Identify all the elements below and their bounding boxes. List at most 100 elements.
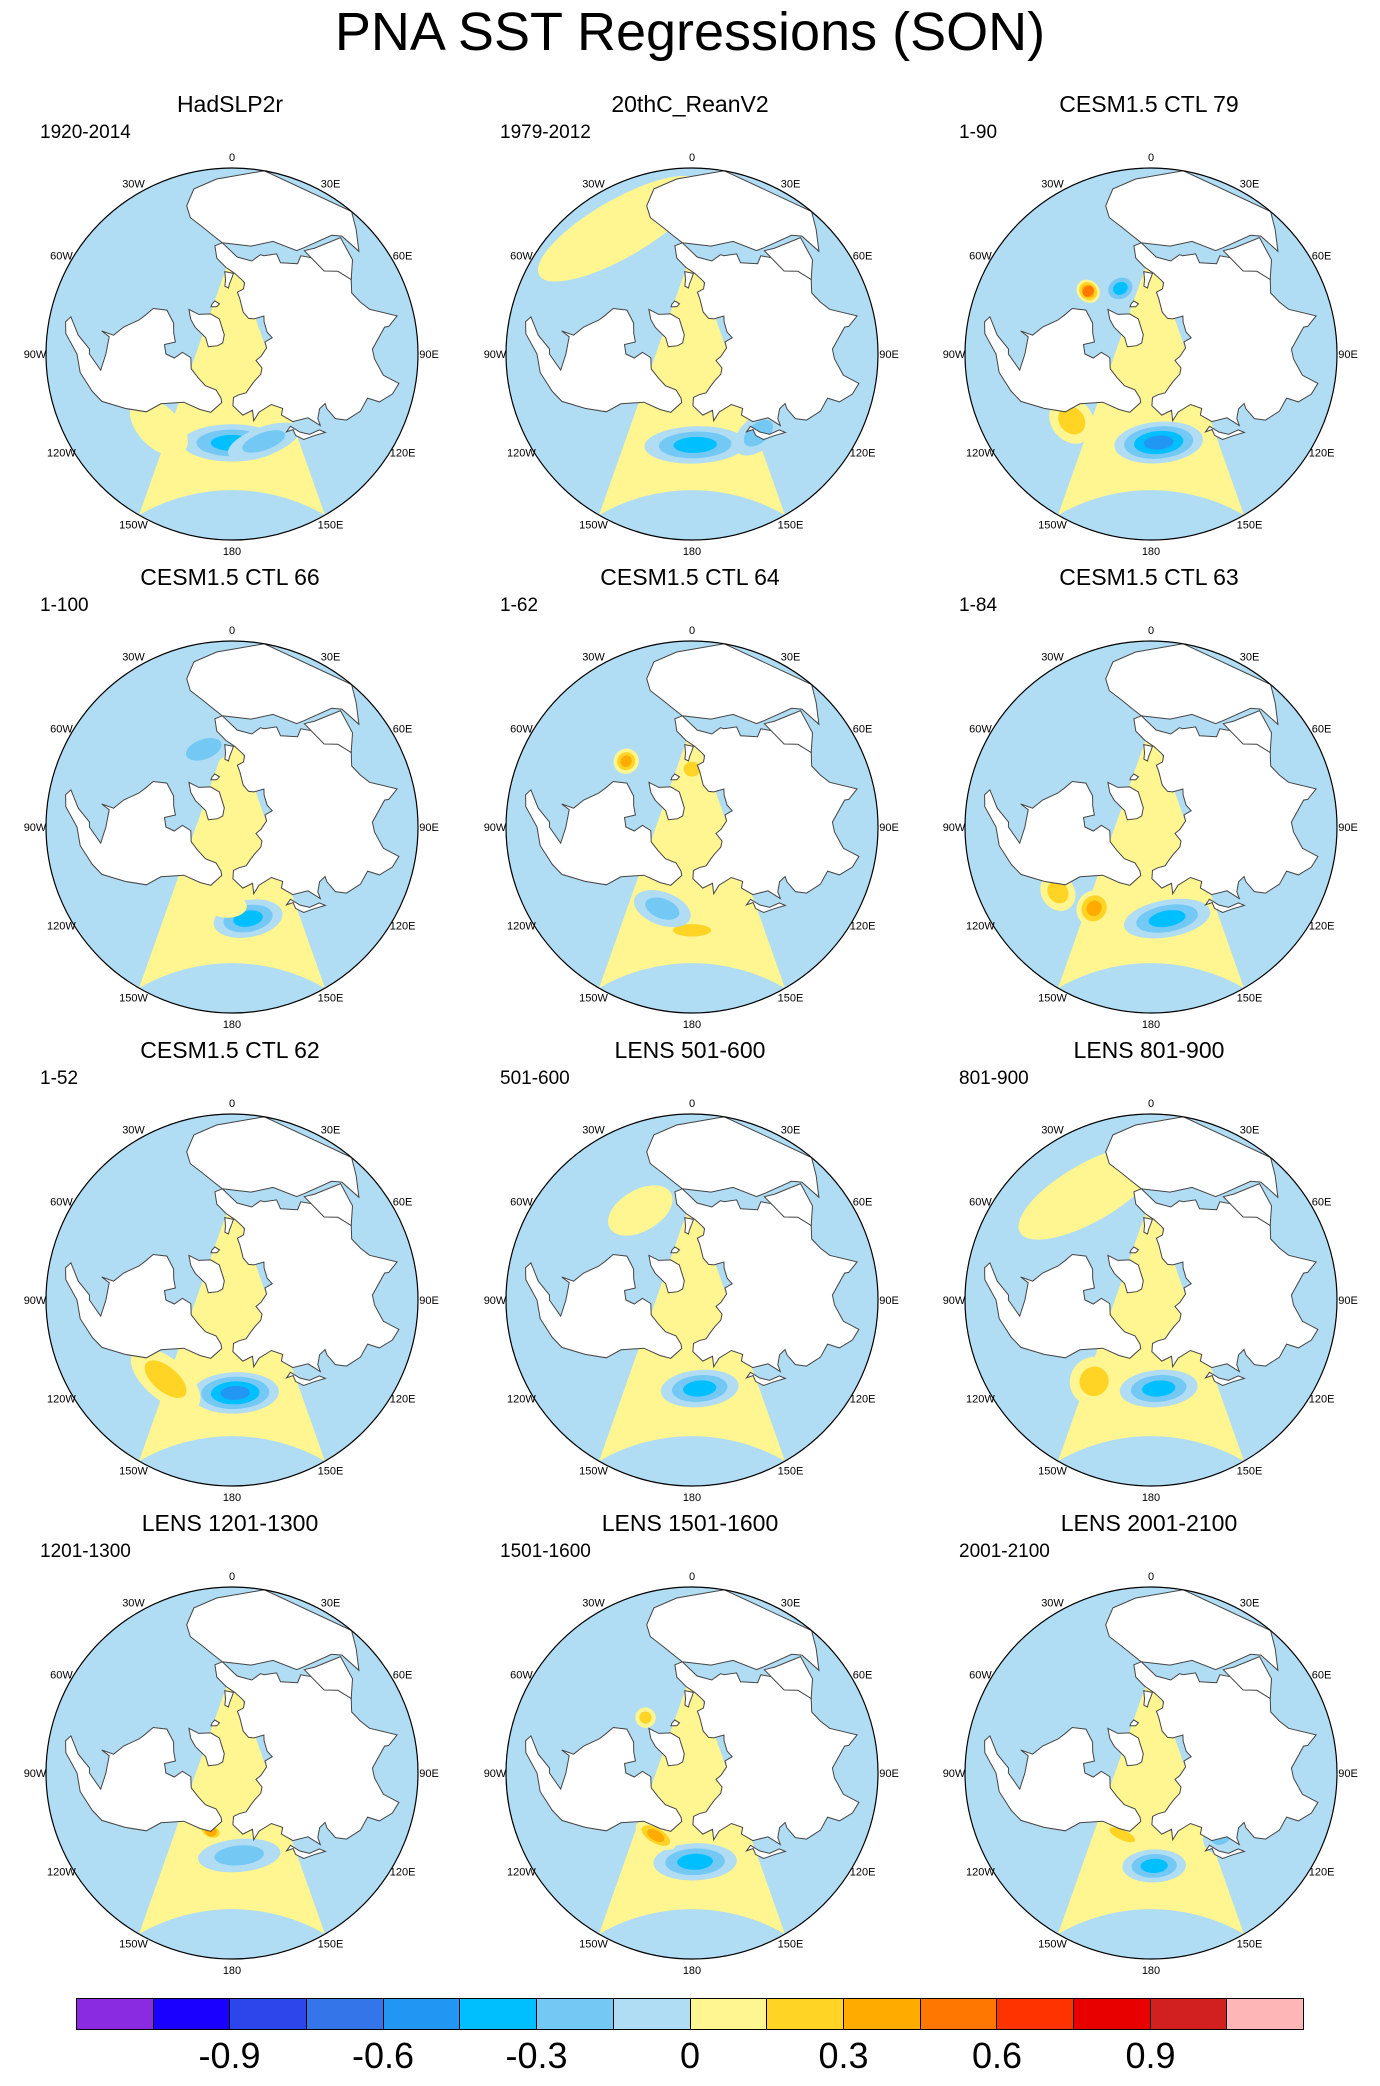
- anomaly-contour: [129, 398, 188, 457]
- panel-period: 2001-2100: [959, 1541, 1050, 1562]
- longitude-label: 120E: [850, 921, 876, 933]
- panel-title: LENS 1201-1300: [141, 1510, 319, 1536]
- panel-period: 1-84: [959, 595, 998, 616]
- longitude-label: 150W: [119, 993, 148, 1005]
- land-outline: [646, 170, 820, 253]
- longitude-label: 150E: [318, 520, 344, 532]
- colorbar-label: 0.3: [818, 2035, 869, 2076]
- longitude-label: 90W: [484, 349, 507, 361]
- panel-title: LENS 801-900: [1073, 1037, 1225, 1063]
- anomaly-contour: [203, 892, 247, 918]
- land-outline: [188, 1254, 225, 1294]
- longitude-label: 60W: [969, 724, 992, 736]
- longitude-label: 150W: [1038, 1939, 1067, 1951]
- colorbar-labels: -0.9 -0.6 -0.3 0 0.3 0.6 0.9: [76, 2032, 1304, 2082]
- longitude-label: 180: [683, 1965, 701, 1977]
- land-outline: [670, 773, 681, 781]
- longitude-label: 30E: [321, 1597, 341, 1609]
- longitude-label: 120E: [850, 448, 876, 460]
- longitude-label: 120W: [966, 1394, 995, 1406]
- land-outline: [763, 709, 814, 754]
- land-outline: [646, 643, 820, 726]
- land-outline: [648, 781, 685, 821]
- longitude-label: 120W: [966, 448, 995, 460]
- longitude-label: 180: [1142, 1965, 1160, 1977]
- longitude-label: 60E: [1312, 251, 1332, 263]
- land-outline: [303, 236, 354, 281]
- longitude-label: 180: [223, 1965, 241, 1977]
- positive-wash: [1058, 1670, 1244, 1935]
- longitude-label: 150E: [778, 520, 804, 532]
- land-outline: [984, 307, 1142, 413]
- land-outline: [1129, 773, 1140, 781]
- longitude-label: 60W: [50, 251, 73, 263]
- panel-period: 1920-2014: [40, 122, 131, 143]
- longitude-label: 30E: [781, 651, 801, 663]
- longitude-label: 60E: [393, 1197, 413, 1209]
- map-panel: HadSLP2r 180 150E 120E 90E 60E 30E 0 30W 60W 90W 12…: [0, 90, 460, 564]
- land-outline: [745, 1371, 787, 1387]
- land-outline: [984, 1726, 1142, 1832]
- panel-period: 1-52: [40, 1068, 79, 1089]
- longitude-label: 90E: [419, 1295, 439, 1307]
- colorbar-box: [1150, 1999, 1228, 2029]
- positive-wash: [139, 1670, 325, 1935]
- longitude-label: 0: [1148, 152, 1154, 164]
- longitude-label: 90W: [943, 1295, 966, 1307]
- land-outline: [646, 1589, 820, 1672]
- polar-map: 180 150E 120E 90E 60E 30E 0 30W 60W 90W 120W 150W: [484, 152, 899, 558]
- map-rim: [45, 167, 419, 541]
- longitude-label: 150W: [119, 520, 148, 532]
- colorbar-box: [383, 1999, 461, 2029]
- longitude-label: 30W: [582, 1597, 605, 1609]
- anomaly-contour: [96, 1672, 153, 1750]
- colorbar-box: [613, 1999, 691, 2029]
- land-outline: [1204, 898, 1246, 914]
- longitude-label: 180: [223, 1492, 241, 1504]
- land-outline: [1222, 1655, 1273, 1700]
- colorbar-box: [1073, 1999, 1151, 2029]
- land-outline: [1105, 1116, 1279, 1199]
- longitude-label: 60E: [1312, 1670, 1332, 1682]
- longitude-label: 120E: [850, 1394, 876, 1406]
- longitude-label: 150E: [1237, 993, 1263, 1005]
- panel-period: 1-100: [40, 595, 89, 616]
- longitude-label: 90W: [484, 1295, 507, 1307]
- longitude-label: 30E: [781, 1597, 801, 1609]
- map-rim: [505, 640, 879, 1014]
- longitude-label: 90E: [419, 822, 439, 834]
- land-outline: [210, 300, 221, 308]
- polar-map: 180 150E 120E 90E 60E 30E 0 30W 60W 90W 120W 150W: [24, 152, 439, 558]
- polar-map: 180 150E 120E 90E 60E 30E 0 30W 60W 90W 120W 150W: [484, 1098, 899, 1504]
- panel-period: 1501-1600: [500, 1541, 591, 1562]
- longitude-label: 120E: [390, 1394, 416, 1406]
- longitude-label: 120E: [1309, 1867, 1335, 1879]
- longitude-label: 150W: [579, 993, 608, 1005]
- longitude-label: 90W: [24, 1295, 47, 1307]
- map-panel: CESM1.5 CTL 64 180 150E 120E 90E 60E 30E 0 30W 60…: [460, 563, 920, 1037]
- land-outline: [1105, 170, 1279, 253]
- longitude-label: 30W: [122, 1597, 145, 1609]
- longitude-label: 90E: [879, 822, 899, 834]
- longitude-label: 30W: [582, 651, 605, 663]
- longitude-label: 150E: [1237, 1466, 1263, 1478]
- colorbar-box: [230, 1999, 308, 2029]
- land-outline: [525, 780, 683, 886]
- longitude-label: 60W: [510, 251, 533, 263]
- panel-title: CESM1.5 CTL 62: [140, 1037, 320, 1063]
- land-outline: [763, 1182, 814, 1227]
- longitude-label: 60W: [969, 1197, 992, 1209]
- colorbar-box: [153, 1999, 231, 2029]
- longitude-label: 90W: [24, 1768, 47, 1780]
- land-outline: [224, 1689, 235, 1708]
- land-outline: [763, 1655, 814, 1700]
- map-panel: LENS 1201-1300 180 150E 120E 90E 60E 30E 0 30W 60…: [0, 1509, 460, 1983]
- land-outline: [210, 1246, 221, 1254]
- longitude-label: 150E: [318, 1939, 344, 1951]
- longitude-label: 150W: [119, 1466, 148, 1478]
- panel-period: 1979-2012: [500, 122, 591, 143]
- land-outline: [303, 1655, 354, 1700]
- land-outline: [1204, 1844, 1246, 1860]
- anomaly-contour: [113, 1173, 205, 1253]
- land-outline: [1222, 236, 1273, 281]
